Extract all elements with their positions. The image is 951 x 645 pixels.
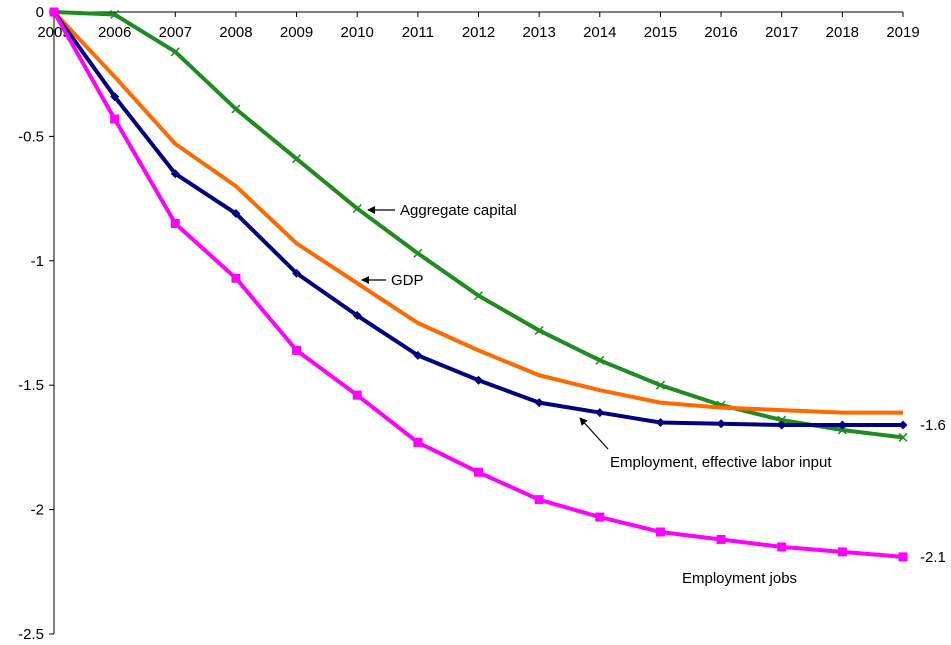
series-line-aggregate_capital: [53, 10, 904, 440]
x-tick-label: 2016: [704, 24, 737, 41]
data-point: [231, 273, 241, 283]
series-employment_jobs: [49, 7, 908, 562]
data-point: [474, 375, 483, 385]
data-point: [837, 425, 847, 435]
annotation-gdp: GDP: [361, 272, 424, 289]
data-point: [716, 534, 726, 544]
data-point: [837, 547, 847, 557]
data-point: [413, 350, 423, 360]
data-point: [292, 268, 302, 278]
annotation-arrow: [579, 417, 609, 450]
data-point: [595, 355, 605, 365]
data-point: [292, 345, 302, 355]
data-point: [231, 209, 241, 219]
chart-series: [49, 7, 908, 562]
x-tick-label: 2012: [462, 24, 495, 41]
y-tick-label: -1.5: [18, 377, 44, 394]
series-employment_effective: [49, 7, 908, 430]
y-tick-label: 0: [36, 4, 44, 21]
data-point: [898, 552, 908, 562]
annotation-label: Employment, effective labor input: [610, 454, 832, 471]
x-tick-label: 2006: [98, 24, 131, 41]
data-point: [777, 415, 787, 425]
data-point: [110, 92, 120, 102]
data-point: [534, 398, 544, 408]
x-tick-label: 2008: [219, 24, 252, 41]
x-tick-label: 2017: [765, 24, 798, 41]
series-aggregate_capital: [49, 7, 908, 442]
y-tick-label: -1: [31, 253, 44, 270]
data-point: [352, 204, 362, 214]
x-tick-label: 2010: [341, 24, 374, 41]
data-point: [777, 420, 787, 430]
data-point: [413, 248, 423, 258]
x-tick-label: 2009: [280, 24, 313, 41]
data-point: [837, 420, 847, 430]
annotation-label: GDP: [391, 272, 424, 289]
data-point: [170, 169, 180, 179]
data-point: [595, 408, 605, 418]
data-point: [231, 104, 241, 114]
data-point: [474, 467, 483, 477]
series-line-gdp: [52, 10, 903, 415]
data-point: [170, 218, 180, 228]
annotation-employment_jobs: Employment jobs: [682, 570, 797, 587]
data-point: [898, 432, 908, 442]
data-point: [655, 418, 665, 428]
data-point: [534, 325, 544, 335]
data-point: [595, 512, 605, 522]
data-point: [655, 527, 665, 537]
annotation-employment_effective: Employment, effective labor input: [579, 417, 832, 471]
x-tick-label: 2014: [583, 24, 616, 41]
data-point: [292, 154, 302, 164]
end-value-label-employment_effective: -1.6: [920, 417, 946, 434]
data-point: [473, 291, 484, 301]
data-point: [352, 311, 362, 321]
series-gdp: [52, 10, 903, 415]
data-point: [352, 390, 362, 400]
x-tick-label: 2013: [522, 24, 555, 41]
chart-annotations: Aggregate capital GDP Employment, effectiv…: [361, 202, 946, 587]
data-point: [413, 437, 423, 447]
x-tick-label: 2011: [402, 24, 434, 41]
data-point: [534, 495, 544, 505]
annotation-label: Aggregate capital: [400, 202, 517, 219]
annotation-label: Employment jobs: [682, 570, 797, 587]
end-value-label-employment_jobs: -2.1: [920, 549, 946, 566]
data-point: [110, 9, 120, 20]
data-point: [777, 542, 787, 552]
y-tick-label: -2.5: [18, 626, 44, 643]
x-tick-label: 2007: [159, 24, 192, 41]
x-tick-label: 2018: [826, 24, 859, 41]
data-point: [170, 47, 180, 57]
data-point: [716, 419, 726, 429]
data-point: [49, 7, 59, 17]
data-point: [655, 380, 665, 390]
data-point: [898, 420, 908, 430]
y-tick-label: -2: [31, 502, 44, 519]
data-point: [110, 114, 120, 124]
x-tick-label: 2019: [886, 24, 919, 41]
annotation-aggregate_capital: Aggregate capital: [367, 202, 517, 219]
y-tick-label: -0.5: [18, 128, 44, 145]
x-tick-label: 2015: [644, 24, 677, 41]
